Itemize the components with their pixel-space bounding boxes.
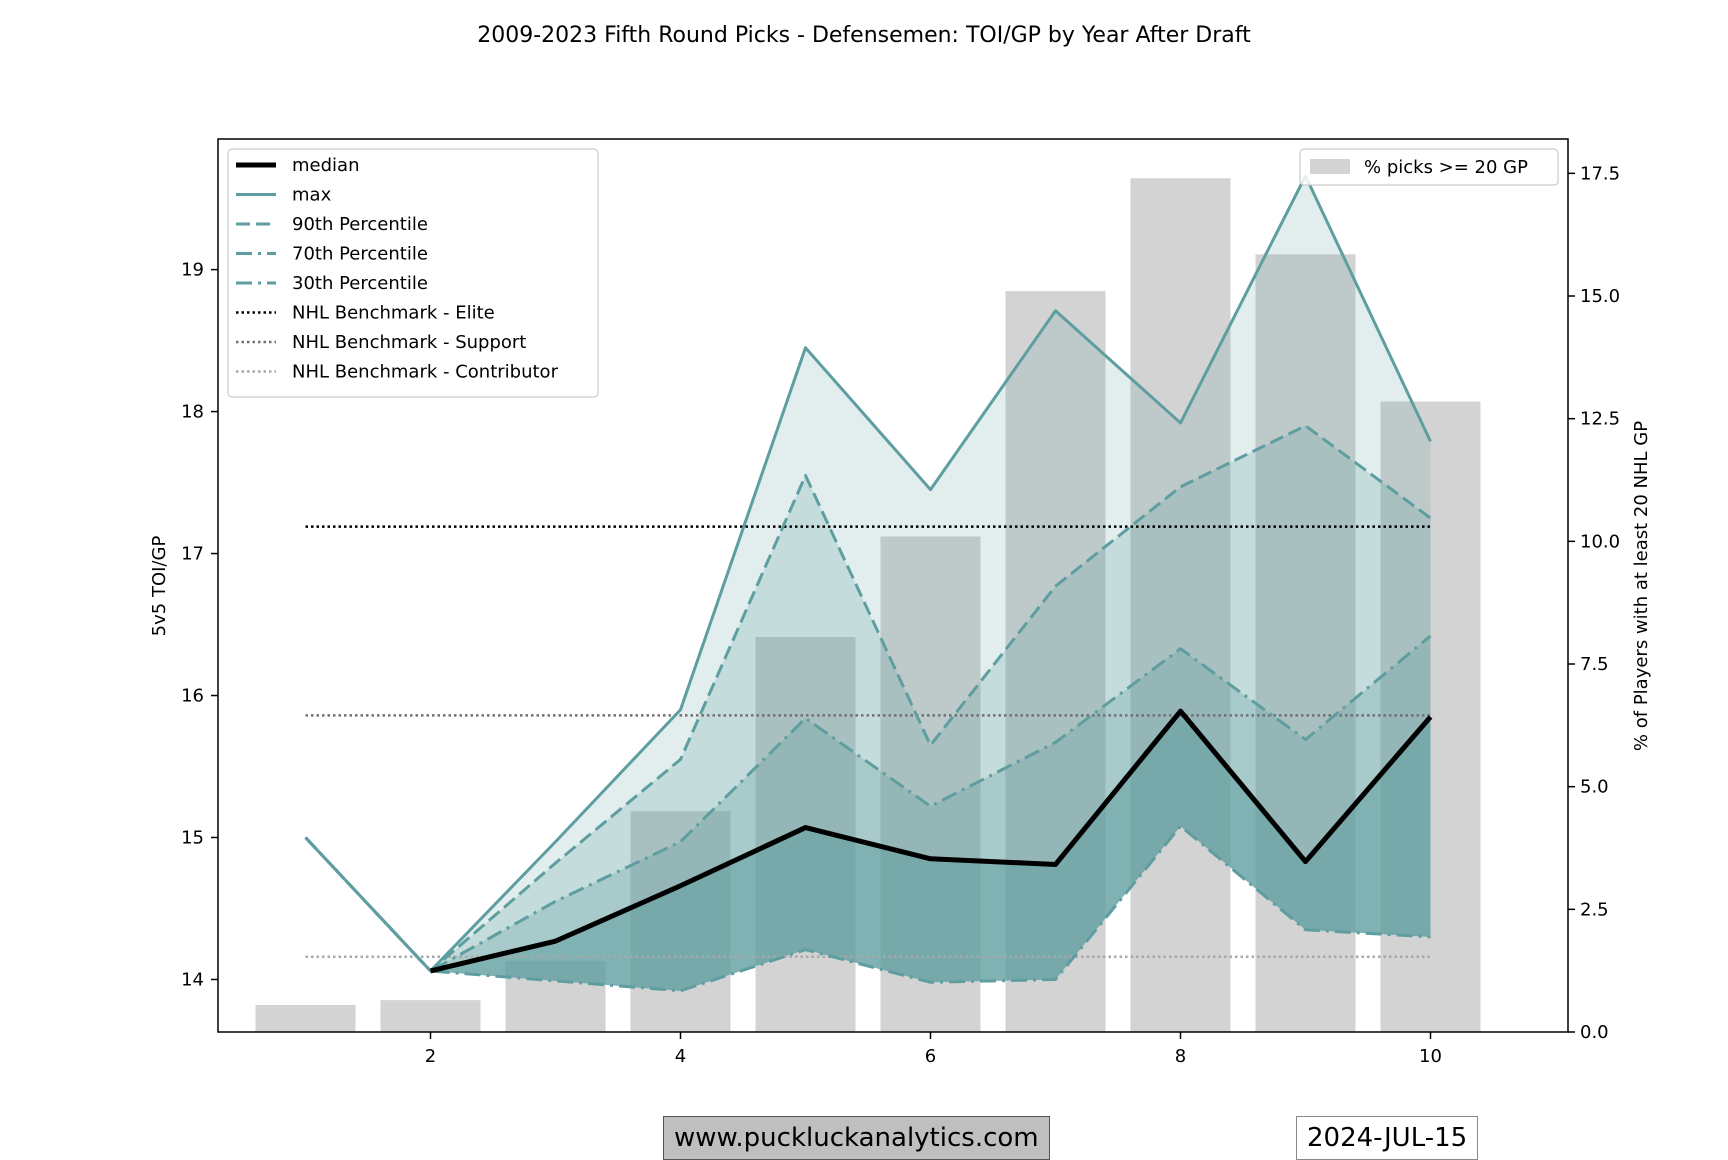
legend-label-3: 70th Percentile: [292, 244, 428, 265]
fills-layer: [430, 175, 1431, 991]
series-line-70th-percentile: [304, 634, 1432, 973]
y2-tick-label-10.0: 10.0: [1580, 531, 1620, 552]
x-tick-label-10: 10: [1419, 1046, 1442, 1067]
y-tick-label-16: 16: [181, 686, 204, 707]
y-tick-label-17: 17: [181, 544, 204, 565]
series-lines: [304, 174, 1433, 993]
legend-label-2: 90th Percentile: [292, 214, 428, 235]
series-line-90th-percentile: [304, 424, 1432, 973]
legend-label-5: NHL Benchmark - Elite: [292, 303, 495, 324]
legend-main-frame: [227, 148, 599, 398]
legend-label-7: NHL Benchmark - Contributor: [292, 362, 559, 383]
legend-main: median max 90th Percentile 70th Percentile 3…: [227, 148, 599, 398]
date-label: 2024-JUL-15: [1296, 1116, 1479, 1160]
legend-bars-frame: [1299, 148, 1559, 186]
y-tick-label-18: 18: [181, 402, 204, 423]
legend-label-1: max: [292, 185, 332, 206]
y2-tick-label-15.0: 15.0: [1580, 286, 1620, 307]
legend-bars: % picks >= 20 GP: [1299, 148, 1559, 186]
y2-tick-label-17.5: 17.5: [1580, 163, 1620, 184]
x-tick-label-2: 2: [425, 1046, 436, 1067]
website-label: www.puckluckanalytics.com: [663, 1116, 1050, 1160]
legend-label-4: 30th Percentile: [292, 273, 428, 294]
y-tick-label-15: 15: [181, 827, 204, 848]
legend-label-0: median: [292, 155, 359, 176]
y2-tick-label-7.5: 7.5: [1580, 654, 1609, 675]
fill-band-90th: [430, 425, 1431, 991]
y-tick-label-14: 14: [181, 969, 204, 990]
chart-title: 2009-2023 Fifth Round Picks - Defensemen…: [477, 23, 1251, 48]
axes: 2 4 6 8 10 14 15 16 17 18 19 0.0 2.5 5.0 7.5 10.0 12.5 15…: [181, 163, 1620, 1067]
y-tick-label-19: 19: [181, 260, 204, 281]
bar-1: [255, 1005, 356, 1032]
legend-bars-swatch: [1310, 159, 1350, 174]
legend-bars-label: % picks >= 20 GP: [1364, 157, 1528, 178]
bar-2: [380, 1000, 481, 1032]
y-axis-label: 5v5 TOI/GP: [149, 536, 170, 637]
y2-tick-label-2.5: 2.5: [1580, 899, 1609, 920]
y2-tick-label-5.0: 5.0: [1580, 777, 1609, 798]
series-line-median: [429, 708, 1433, 974]
x-tick-label-8: 8: [1175, 1046, 1186, 1067]
plot-frame: [217, 138, 1569, 1033]
y2-tick-label-0.0: 0.0: [1580, 1022, 1609, 1043]
x-tick-label-6: 6: [925, 1046, 936, 1067]
fill-band-median: [430, 711, 1431, 991]
y2-tick-label-12.5: 12.5: [1580, 409, 1620, 430]
bar-8: [1130, 178, 1231, 1032]
x-tick-label-4: 4: [675, 1046, 686, 1067]
series-line-30th-percentile: [304, 824, 1431, 993]
y2-axis-label: % of Players with at least 20 NHL GP: [1631, 421, 1652, 751]
legend-label-6: NHL Benchmark - Support: [292, 332, 526, 353]
series-line-max: [304, 174, 1432, 973]
